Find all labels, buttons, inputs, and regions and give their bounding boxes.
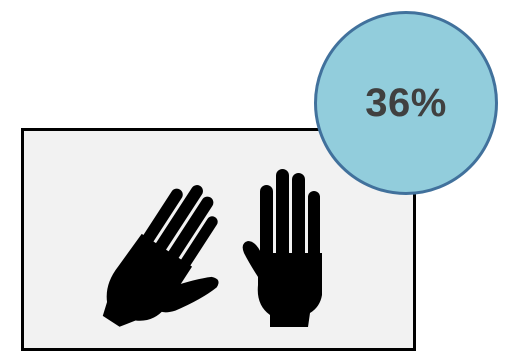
raised-hands-icon	[102, 169, 322, 327]
percentage-label: 36%	[365, 80, 447, 125]
right-hand-icon	[242, 169, 322, 327]
percentage-badge: 36%	[314, 11, 498, 195]
left-hand-icon	[102, 185, 219, 327]
